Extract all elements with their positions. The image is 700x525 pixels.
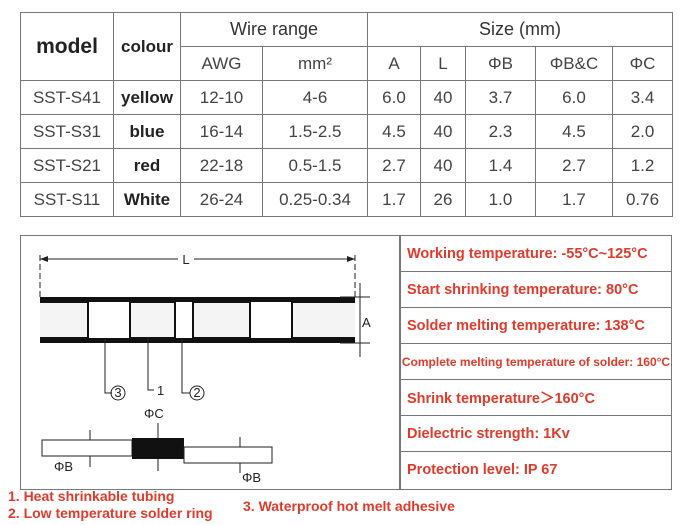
diagram: L A 3 1 2 ΦC ΦB ΦB	[20, 235, 400, 490]
property-item: Solder melting temperature: 138°C	[401, 308, 671, 344]
header-cell: ΦB&C	[535, 46, 613, 81]
table-cell: 0.76	[611, 182, 674, 217]
table-cell: 3.7	[465, 80, 536, 115]
table-cell: 40	[420, 114, 466, 149]
table-cell: SST-S21	[20, 148, 114, 183]
property-list: Working temperature: -55°C~125°C Start sh…	[400, 235, 672, 490]
spec-table: model colour Wire range Size (mm) AWG mm²…	[20, 12, 674, 217]
dimension-label: ΦB	[54, 459, 73, 474]
table-cell: 4-6	[262, 80, 368, 115]
header-cell: ΦC	[611, 46, 674, 81]
header-cell: Size (mm)	[366, 12, 674, 47]
property-item: Complete melting temperature of solder: …	[401, 344, 671, 380]
table-cell: 16-14	[180, 114, 263, 149]
table-cell: 1.7	[535, 182, 613, 217]
table-cell: 2.3	[465, 114, 536, 149]
table-cell: White	[113, 182, 181, 217]
table-cell: SST-S11	[20, 182, 114, 217]
property-item: Protection level: IP 67	[407, 462, 558, 478]
table-cell: SST-S41	[20, 80, 114, 115]
header-cell: ΦB	[465, 46, 536, 81]
table-row: SST-S41 yellow 12-10 4-6 6.0 40 3.7 6.0 3.4	[20, 80, 674, 115]
header-cell: L	[420, 46, 466, 81]
property-item: Start shrinking temperature: 80°C	[401, 272, 671, 308]
table-cell: 1.5-2.5	[262, 114, 368, 149]
table-cell: 2.7	[367, 148, 421, 183]
property-item: Working temperature: -55°C~125°C	[401, 236, 671, 272]
table-cell: yellow	[113, 80, 181, 115]
header-row: AWG mm² A L ΦB ΦB&C ΦC	[21, 46, 674, 81]
table-cell: 6.0	[535, 80, 613, 115]
header-cell: mm²	[262, 46, 368, 81]
header-cell: colour	[113, 12, 181, 81]
legend-item: 1. Heat shrinkable tubing	[8, 488, 175, 504]
table-cell: 1.2	[611, 148, 674, 183]
dimension-label: A	[362, 315, 371, 330]
table-cell: 12-10	[180, 80, 263, 115]
table-cell: 0.5-1.5	[262, 148, 368, 183]
part-label: 1	[157, 383, 164, 398]
table-cell: 2.7	[535, 148, 613, 183]
table-cell: 1.7	[367, 182, 421, 217]
table-cell: 1.4	[465, 148, 536, 183]
part-label: 2	[193, 385, 200, 400]
property-item: Dielectric strength: 1Kv	[401, 416, 671, 452]
table-cell: 40	[420, 148, 466, 183]
table-row: SST-S21 red 22-18 0.5-1.5 2.7 40 1.4 2.7 1.2	[20, 148, 674, 183]
header-cell: Wire range	[180, 12, 368, 47]
table-cell: blue	[113, 114, 181, 149]
table-cell: 40	[420, 80, 466, 115]
table-cell: 3.4	[611, 80, 674, 115]
dimension-label: L	[182, 252, 189, 267]
header-cell: model	[20, 12, 114, 81]
table-cell: 6.0	[367, 80, 421, 115]
dimension-label: ΦC	[144, 406, 164, 421]
table-cell: 4.5	[367, 114, 421, 149]
table-cell: 26-24	[180, 182, 263, 217]
table-cell: SST-S31	[20, 114, 114, 149]
table-row: SST-S11 White 26-24 0.25-0.34 1.7 26 1.0 1.7 0.7…	[20, 182, 674, 217]
table-cell: 22-18	[180, 148, 263, 183]
header-cell: A	[367, 46, 421, 81]
table-cell: 26	[420, 182, 466, 217]
table-row: SST-S31 blue 16-14 1.5-2.5 4.5 40 2.3 4.5 2.0	[20, 114, 674, 149]
dimension-label: ΦB	[242, 470, 261, 485]
table-cell: red	[113, 148, 181, 183]
table-cell: 1.0	[465, 182, 536, 217]
header-cell: AWG	[180, 46, 263, 81]
table-cell: 4.5	[535, 114, 613, 149]
legend-item: 3. Waterproof hot melt adhesive	[243, 498, 455, 514]
table-cell: 2.0	[611, 114, 674, 149]
property-item: Shrink temperature＞160°C	[401, 380, 671, 416]
part-label: 3	[114, 385, 121, 400]
legend-item: 2. Low temperature solder ring	[8, 505, 213, 521]
table-cell: 0.25-0.34	[262, 182, 368, 217]
